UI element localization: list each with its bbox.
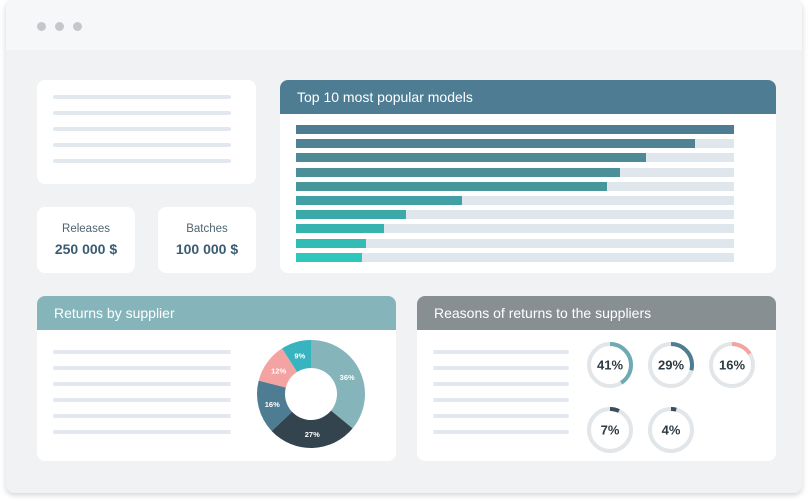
donut-slice-label: 36% — [340, 373, 355, 382]
bar[interactable] — [296, 224, 384, 234]
donut-slice[interactable] — [282, 340, 311, 373]
bar[interactable] — [296, 167, 621, 177]
placeholder-line — [53, 382, 231, 386]
donut-slice-label: 27% — [305, 430, 320, 439]
app-window: Releases 250 000 $ Batches 100 000 $ Top… — [6, 0, 802, 493]
donut-slice[interactable] — [311, 340, 365, 429]
placeholder-line — [433, 366, 569, 370]
window-dot[interactable] — [73, 22, 82, 31]
releases-label: Releases — [62, 223, 110, 235]
batches-value: 100 000 $ — [175, 241, 239, 257]
bar[interactable] — [296, 125, 734, 134]
ring-percent-label: 16% — [719, 358, 745, 373]
bar[interactable] — [296, 196, 463, 205]
placeholder-line — [433, 382, 569, 386]
placeholder-line — [53, 111, 231, 115]
placeholder-line — [53, 127, 231, 131]
reasons-ring-charts: 41% 29% 16% 7% 4% — [587, 342, 755, 453]
placeholder-line — [433, 430, 569, 434]
ring-percent-label: 41% — [597, 358, 623, 373]
bar-track — [296, 224, 734, 234]
bar-track — [296, 125, 734, 134]
donut-slice[interactable] — [257, 380, 293, 431]
bar[interactable] — [296, 252, 362, 262]
ring-progress[interactable] — [709, 342, 755, 388]
top-models-card: Top 10 most popular models — [280, 80, 776, 273]
ring-percent-label: 4% — [662, 423, 681, 438]
bar[interactable] — [296, 210, 406, 220]
top-models-title: Top 10 most popular models — [280, 80, 776, 114]
placeholder-line — [53, 143, 231, 147]
ring-percent-label: 29% — [658, 358, 684, 373]
releases-value: 250 000 $ — [54, 241, 118, 257]
placeholder-line — [53, 159, 231, 163]
bar[interactable] — [296, 238, 367, 248]
title-bar — [6, 0, 802, 50]
bar-track — [296, 196, 734, 205]
ring-progress[interactable] — [587, 342, 633, 388]
batches-label: Batches — [186, 223, 228, 235]
bar[interactable] — [296, 139, 695, 149]
window-dot[interactable] — [55, 22, 64, 31]
returns-by-supplier-card: Returns by supplier 36% 27% 16% 12% 9% — [37, 296, 396, 461]
reasons-card: Reasons of returns to the suppliers 41% 2… — [417, 296, 776, 461]
donut-slice-label: 9% — [294, 352, 305, 361]
donut-slice[interactable] — [271, 410, 353, 448]
placeholder-line — [53, 414, 231, 418]
returns-by-supplier-title: Returns by supplier — [37, 296, 396, 330]
bar-track — [296, 252, 734, 262]
placeholder-line — [53, 398, 231, 402]
bar-track — [296, 139, 734, 149]
ring-progress[interactable] — [587, 407, 633, 453]
placeholder-line — [53, 430, 231, 434]
bar[interactable] — [296, 153, 647, 163]
reasons-title: Reasons of returns to the suppliers — [417, 296, 776, 330]
text-placeholder-card — [37, 80, 256, 184]
placeholder-line — [433, 398, 569, 402]
releases-stat-card[interactable]: Releases 250 000 $ — [37, 207, 135, 273]
bar-track — [296, 181, 734, 191]
placeholder-line — [433, 350, 569, 354]
placeholder-line — [53, 95, 231, 99]
bar-track — [296, 238, 734, 248]
batches-stat-card[interactable]: Batches 100 000 $ — [158, 207, 256, 273]
bar-track — [296, 210, 734, 220]
returns-donut-chart: 36% 27% 16% 12% 9% — [257, 340, 365, 448]
placeholder-line — [433, 414, 569, 418]
ring-percent-label: 7% — [601, 423, 620, 438]
placeholder-line — [53, 350, 231, 354]
bar-track — [296, 153, 734, 163]
bar[interactable] — [296, 181, 607, 191]
ring-progress[interactable] — [648, 342, 694, 388]
placeholder-line — [53, 366, 231, 370]
donut-slice[interactable] — [258, 348, 298, 388]
donut-slice-label: 12% — [271, 366, 286, 375]
window-dot[interactable] — [37, 22, 46, 31]
donut-slice-label: 16% — [265, 400, 280, 409]
bar-track — [296, 167, 734, 177]
ring-progress[interactable] — [648, 407, 694, 453]
